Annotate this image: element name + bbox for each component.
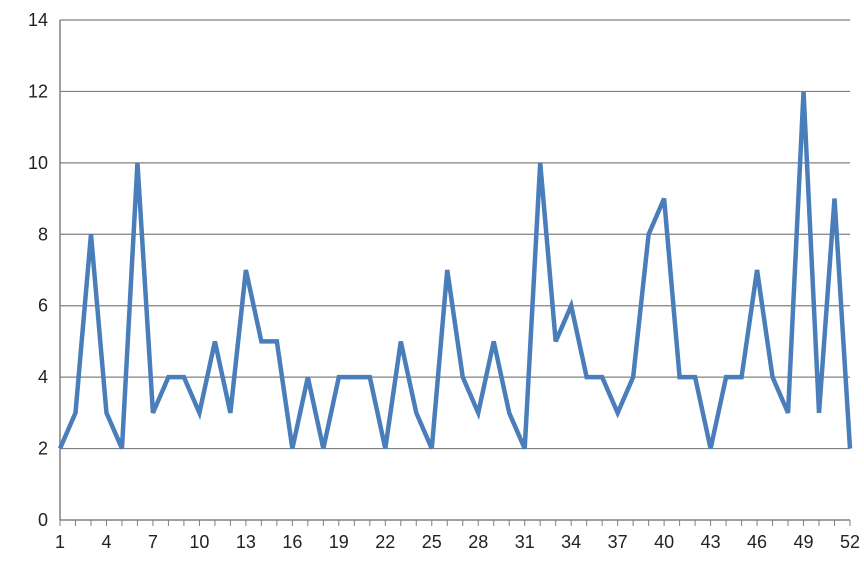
line-chart: 0246810121414710131619222528313437404346…	[0, 0, 864, 576]
x-tick-label: 40	[654, 532, 674, 552]
x-tick-label: 34	[561, 532, 581, 552]
x-tick-label: 22	[375, 532, 395, 552]
y-tick-label: 0	[38, 510, 48, 530]
y-tick-label: 14	[28, 10, 48, 30]
x-tick-label: 1	[55, 532, 65, 552]
x-tick-label: 19	[329, 532, 349, 552]
y-tick-label: 8	[38, 224, 48, 244]
x-tick-label: 46	[747, 532, 767, 552]
y-tick-label: 12	[28, 81, 48, 101]
y-tick-label: 2	[38, 439, 48, 459]
y-tick-label: 6	[38, 296, 48, 316]
x-tick-label: 43	[701, 532, 721, 552]
x-tick-label: 37	[608, 532, 628, 552]
x-tick-label: 31	[515, 532, 535, 552]
x-tick-label: 25	[422, 532, 442, 552]
x-tick-label: 10	[189, 532, 209, 552]
y-tick-label: 10	[28, 153, 48, 173]
x-tick-label: 7	[148, 532, 158, 552]
x-tick-label: 13	[236, 532, 256, 552]
x-tick-label: 49	[794, 532, 814, 552]
x-tick-label: 28	[468, 532, 488, 552]
x-tick-label: 52	[840, 532, 860, 552]
y-tick-label: 4	[38, 367, 48, 387]
x-tick-label: 16	[282, 532, 302, 552]
x-tick-label: 4	[101, 532, 111, 552]
